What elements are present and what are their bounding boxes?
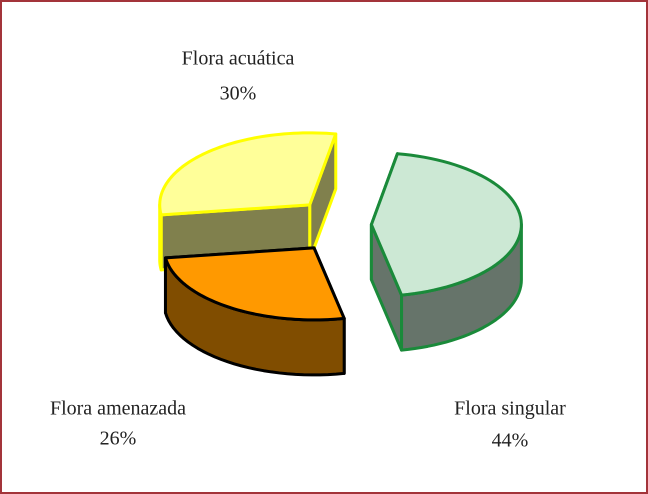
slice-label: Flora amenazada bbox=[50, 398, 186, 420]
slice-top bbox=[158, 131, 338, 217]
pie-slice bbox=[158, 131, 338, 272]
slice-value-label: 44% bbox=[492, 430, 529, 452]
slice-value-label: 30% bbox=[220, 83, 257, 105]
pie bbox=[158, 131, 523, 377]
slice-top bbox=[163, 246, 346, 322]
slice-label: Flora singular bbox=[454, 398, 566, 420]
slice-top bbox=[369, 152, 523, 297]
pie-slice bbox=[369, 152, 523, 352]
slice-label: Flora acuática bbox=[182, 48, 295, 70]
slice-value-label: 26% bbox=[100, 428, 137, 450]
pie-slice bbox=[163, 246, 346, 377]
